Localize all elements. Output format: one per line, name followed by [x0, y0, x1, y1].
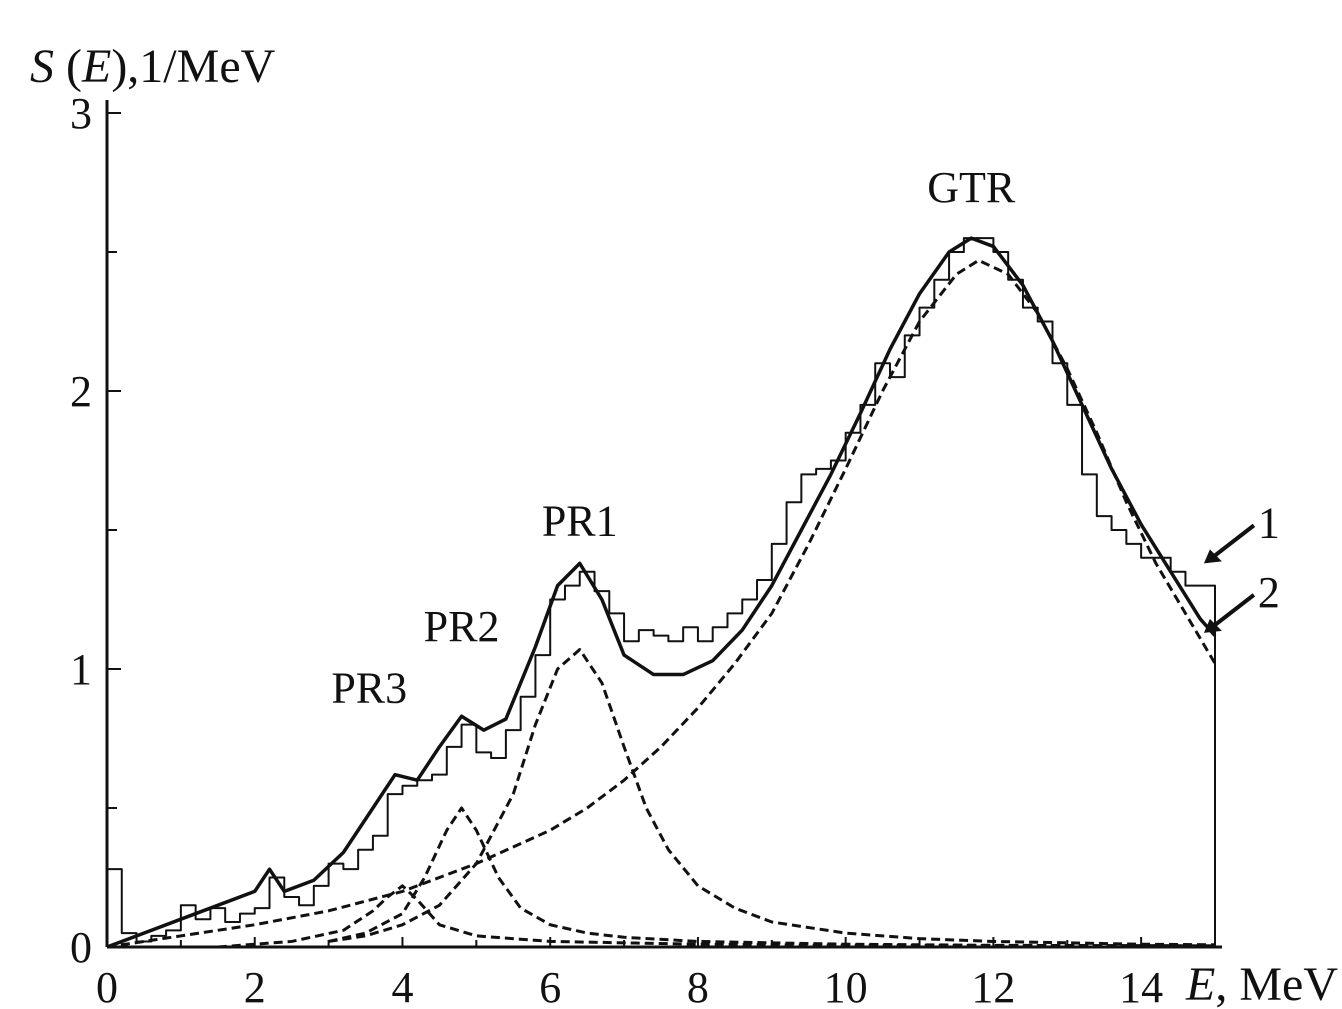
- y-axis-title-var: E: [81, 40, 111, 93]
- x-tick-label: 8: [687, 963, 709, 1009]
- x-tick-label: 2: [244, 963, 266, 1009]
- series-pr2-line: [328, 806, 1216, 948]
- curve-label-arrowhead-1: [1203, 549, 1222, 564]
- y-axis-title: S (E),1/MeV: [30, 40, 276, 93]
- series-gtr-line: [106, 258, 1217, 949]
- series-2-line: [106, 236, 1217, 949]
- label-layer: S (E),1/MeV E, MeV 0 2 4 6 8 10 12 140123GTRPR1…: [30, 40, 1338, 1009]
- annotation-pr2: PR2: [424, 602, 500, 651]
- y-axis-title-paren: (: [54, 40, 82, 93]
- series-pr3-line: [217, 884, 1216, 949]
- series-pr1-line: [328, 648, 1216, 947]
- annotation-gtr: GTR: [927, 163, 1016, 212]
- x-axis-title: E, MeV: [1185, 958, 1338, 1009]
- x-tick-label: 12: [971, 963, 1015, 1009]
- y-tick-label: 3: [70, 89, 92, 138]
- x-tick-label: 10: [824, 963, 868, 1009]
- x-tick-label: 14: [1119, 963, 1163, 1009]
- x-tick-label: 4: [391, 963, 413, 1009]
- annotation-pr1: PR1: [542, 497, 618, 546]
- series-1-line: [106, 237, 1216, 947]
- x-tick-label: 6: [539, 963, 561, 1009]
- tick-layer: [106, 112, 1143, 948]
- y-tick-label: 1: [70, 645, 92, 694]
- annotation-pr3: PR3: [331, 663, 407, 712]
- y-axis-title-unit: ),1/MeV: [111, 40, 275, 93]
- axes-layer: [105, 100, 1222, 949]
- curve-label-arrow-2: [1208, 593, 1256, 631]
- curve-label-arrowhead-2: [1203, 618, 1222, 633]
- y-axis-title-symbol: S: [30, 40, 54, 93]
- curve-label-2: 2: [1258, 568, 1280, 617]
- data-layer: [106, 236, 1217, 949]
- curve-label-1: 1: [1258, 498, 1280, 547]
- x-axis-title-var: E: [1185, 958, 1215, 1009]
- x-axis-title-unit: , MeV: [1215, 958, 1338, 1009]
- y-tick-label: 2: [70, 367, 92, 416]
- curve-label-arrow-1: [1208, 523, 1256, 561]
- y-tick-label: 0: [70, 923, 92, 972]
- x-tick-label: 0: [96, 963, 118, 1009]
